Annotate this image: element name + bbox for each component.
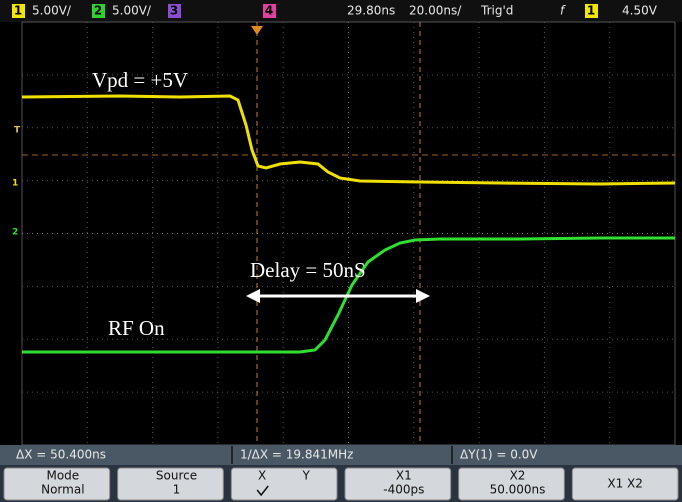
- softkey[interactable]: [3, 467, 111, 501]
- ch1-scale: 5.00V/: [32, 4, 72, 18]
- timebase: 20.00ns/: [409, 4, 462, 18]
- softkey-label: Y: [301, 469, 310, 483]
- softkey[interactable]: [571, 467, 679, 501]
- ch3-label: 3: [170, 4, 178, 18]
- softkey-label: Source: [156, 469, 197, 483]
- ch1-trace: [21, 94, 676, 186]
- ch2-trace: [22, 236, 675, 354]
- softkey-label: Mode: [46, 469, 79, 483]
- softkey-label: Normal: [41, 483, 84, 497]
- check-mark: [256, 485, 269, 497]
- ch1-marker: 1: [12, 179, 18, 189]
- trigger-slope: f: [560, 4, 566, 18]
- ch2-badge: [92, 4, 105, 18]
- softkey-label: X1: [396, 469, 412, 483]
- trig-src-badge: [585, 4, 598, 18]
- softkey[interactable]: [344, 467, 452, 501]
- trigger-level: 4.50V: [622, 4, 658, 18]
- ch1-label: 1: [14, 4, 22, 18]
- softkey[interactable]: [230, 467, 338, 501]
- ch1-badge: [12, 4, 25, 18]
- softkey-label: X: [258, 469, 266, 483]
- delta-y: ΔY(1) = 0.0V: [460, 448, 538, 462]
- trigger-marker: T: [14, 126, 21, 136]
- softkey[interactable]: [117, 467, 224, 501]
- inverse-delta-x: 1/ΔX = 19.841MHz: [240, 448, 353, 462]
- measurement-bar: [0, 445, 682, 465]
- ch2-label: 2: [94, 4, 102, 18]
- rf-annotation: RF On: [108, 316, 165, 340]
- trigger-position: [251, 26, 263, 35]
- ch2-marker: 2: [12, 228, 18, 238]
- delta-x: ΔX = 50.400ns: [16, 448, 106, 462]
- ch3-badge: [168, 4, 181, 18]
- ch2-scale: 5.00V/: [112, 4, 152, 18]
- trigger-source: 1: [587, 4, 595, 18]
- ch4-badge: [263, 4, 276, 18]
- ch4-label: 4: [265, 4, 273, 18]
- softkey-bar: [0, 465, 682, 502]
- softkey-label: X1 X2: [607, 477, 643, 491]
- delay: 29.80ns: [347, 4, 395, 18]
- delay-arrow: [246, 289, 430, 303]
- softkey-label: 1: [173, 483, 181, 497]
- trigger-state: Trig'd: [480, 4, 513, 18]
- vpd-annotation: Vpd = +5V: [92, 68, 188, 92]
- softkey-label: X2: [510, 469, 526, 483]
- softkey-label: 50.000ns: [490, 483, 546, 497]
- delay-annotation: Delay = 50nS: [250, 258, 366, 282]
- softkey[interactable]: [458, 467, 565, 501]
- softkey-label: -400ps: [383, 483, 424, 497]
